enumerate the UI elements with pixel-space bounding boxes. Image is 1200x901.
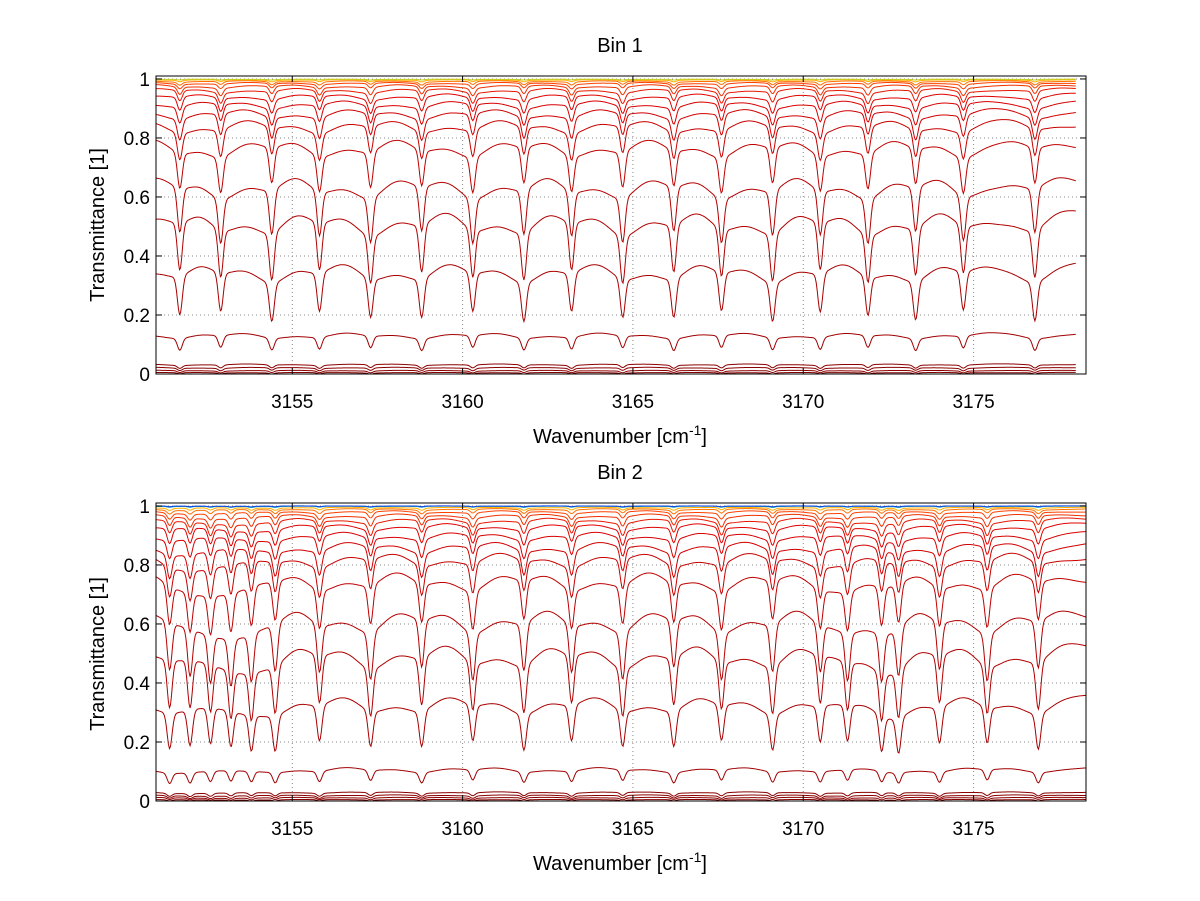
series-line <box>155 139 1076 196</box>
y-tick-label: 0 <box>139 792 150 813</box>
series-line <box>155 506 1087 511</box>
grid <box>156 503 1086 802</box>
series-line <box>156 78 1076 81</box>
x-tick-label: 3175 <box>952 392 994 413</box>
series-line <box>155 796 1087 801</box>
x-tick-label: 3175 <box>952 819 994 840</box>
series-line <box>155 791 1087 798</box>
x-tick-label: 3165 <box>612 392 654 413</box>
y-tick-label: 1 <box>139 70 150 91</box>
series-line <box>155 332 1076 352</box>
ticks: 3155 3160 3165 3170 3175 0 0.2 0.4 0.6 0.8 1 <box>124 497 1086 840</box>
chart-title: Bin 1 <box>597 35 643 57</box>
y-axis-label: Transmittance [1] <box>87 577 109 731</box>
series-line <box>155 363 1076 369</box>
y-tick-label: 0.8 <box>124 556 150 577</box>
series-line <box>155 369 1076 374</box>
series-line <box>155 81 1076 90</box>
series-line <box>155 552 1087 603</box>
series-line <box>155 694 1087 754</box>
series-line <box>155 522 1087 548</box>
series-line <box>155 210 1076 285</box>
grid <box>156 76 1086 375</box>
series-line <box>155 92 1076 115</box>
series-line <box>155 119 1076 162</box>
x-tick-label: 3160 <box>441 392 483 413</box>
series-line <box>155 84 1076 97</box>
y-tick-label: 0.4 <box>124 674 151 695</box>
axes-frame <box>155 502 1087 802</box>
x-axis-label: Wavenumber [cm-1] <box>533 422 707 448</box>
series-line <box>155 794 1086 800</box>
series-line <box>155 531 1087 561</box>
series-lines <box>155 78 1076 375</box>
x-tick-label: 3170 <box>782 819 824 840</box>
series-line <box>155 767 1087 785</box>
y-tick-label: 0.4 <box>124 247 151 268</box>
series-line <box>155 541 1087 580</box>
series-line <box>155 108 1076 142</box>
ticks: 3155 3160 3165 3170 3175 0 0.2 0.4 0.6 0.8 1 <box>124 70 1086 413</box>
series-line <box>155 79 1076 83</box>
x-axis-label: Wavenumber [cm-1] <box>533 849 707 875</box>
series-line <box>155 80 1076 86</box>
x-tick-label: 3155 <box>271 392 313 413</box>
y-tick-label: 1 <box>139 497 150 518</box>
series-line <box>155 517 1087 538</box>
series-line <box>155 505 1087 508</box>
series-line <box>155 100 1076 127</box>
x-tick-label: 3160 <box>441 819 483 840</box>
series-line <box>155 643 1087 723</box>
x-tick-label: 3155 <box>271 819 313 840</box>
y-tick-label: 0.2 <box>124 733 150 754</box>
chart-title: Bin 2 <box>597 462 643 484</box>
y-tick-label: 0.2 <box>124 306 150 327</box>
y-axis-label: Transmittance [1] <box>87 148 109 302</box>
series-line <box>155 513 1087 529</box>
series-line <box>155 572 1087 637</box>
series-line <box>155 262 1076 324</box>
series-line <box>156 87 1076 105</box>
series-line <box>155 610 1087 687</box>
y-tick-label: 0.6 <box>124 615 150 636</box>
y-tick-label: 0.8 <box>124 129 150 150</box>
series-line <box>155 508 1087 515</box>
x-tick-label: 3165 <box>612 819 654 840</box>
series-line <box>155 177 1076 246</box>
x-tick-label: 3170 <box>782 392 824 413</box>
y-tick-label: 0 <box>139 365 150 386</box>
panel-bin-2: Bin 2 3155 3160 3165 3170 3175 0 0.2 0.4 0.6 0.8 1… <box>87 462 1087 875</box>
axes-frame <box>155 75 1087 375</box>
series-line <box>155 366 1076 372</box>
series-line <box>155 510 1087 521</box>
y-tick-label: 0.6 <box>124 188 150 209</box>
series-line <box>156 371 1076 375</box>
panel-bin-1: Bin 1 3155 3160 3165 3170 3175 0 0.2 0.4 0.6 0.8 1… <box>87 35 1087 448</box>
series-lines <box>155 505 1087 802</box>
